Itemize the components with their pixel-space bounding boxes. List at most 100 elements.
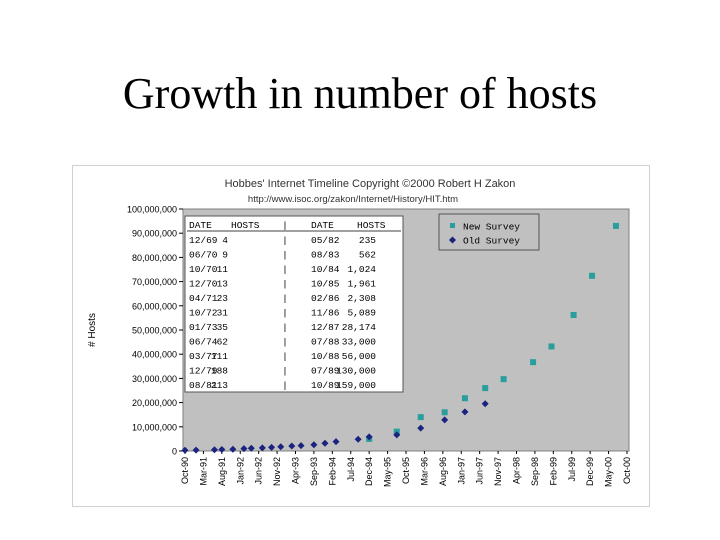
point-new-survey [417, 414, 424, 421]
inset-table-cell: 130,000 [336, 366, 376, 377]
y-tick-label: 10,000,000 [132, 422, 177, 432]
x-tick-label: Jul-94 [346, 457, 356, 482]
y-tick-label: 50,000,000 [132, 326, 177, 336]
inset-table-cell: | [282, 264, 288, 275]
inset-table-cell: 213 [211, 380, 228, 391]
point-old-survey [481, 400, 489, 408]
inset-table-cell: 31 [217, 308, 229, 319]
chart-subtitle: http://www.isoc.org/zakon/Internet/Histo… [248, 194, 458, 205]
inset-table-cell: | [282, 250, 288, 261]
point-new-survey [441, 409, 448, 416]
point-old-survey [210, 446, 218, 454]
inset-table-cell: 11/86 [311, 308, 340, 319]
point-old-survey [247, 444, 255, 452]
inset-table-cell: 10/85 [311, 279, 340, 290]
inset-table-cell: 08/83 [311, 250, 340, 261]
point-old-survey [354, 435, 362, 443]
point-old-survey [365, 433, 373, 441]
point-new-survey [612, 222, 619, 229]
inset-table-cell: 05/82 [311, 235, 340, 246]
x-tick-label: Dec-99 [585, 457, 595, 486]
inset-table-cell: 1,024 [347, 264, 376, 275]
inset-table-cell: 5,089 [347, 308, 376, 319]
inset-table-cell: 1,961 [347, 279, 376, 290]
x-tick-label: Jul-99 [567, 457, 577, 482]
inset-table-cell: 08/81 [189, 380, 218, 391]
inset-table-cell: 12/87 [311, 322, 340, 333]
point-new-survey [500, 376, 507, 383]
point-old-survey [229, 445, 237, 453]
inset-table-cell: | [282, 235, 288, 246]
inset-table-cell: 111 [211, 351, 228, 362]
y-axis: 0 10,000,000 20,000,000 30,000,000 40,000,00… [127, 205, 183, 457]
y-tick-label: 20,000,000 [132, 398, 177, 408]
point-old-survey [288, 442, 296, 450]
x-tick-label: Nov-92 [272, 457, 282, 486]
inset-table-cell: 10/84 [311, 264, 340, 275]
point-new-survey [589, 272, 596, 279]
inset-table-cell: 12/79 [189, 366, 218, 377]
inset-table-cell: | [282, 308, 288, 319]
inset-table-cell: | [282, 337, 288, 348]
inset-table-cell: 159,000 [336, 380, 376, 391]
inset-table-cell: 07/88 [311, 337, 340, 348]
y-tick-label: 90,000,000 [132, 229, 177, 239]
x-tick-label: May-95 [383, 457, 393, 487]
y-tick-label: 70,000,000 [132, 277, 177, 287]
x-tick-label: Feb-99 [548, 457, 558, 486]
inset-table-cell: | [282, 366, 288, 377]
inset-table-cell: 12/70 [189, 279, 218, 290]
x-tick-label: Sep-93 [309, 457, 319, 486]
x-tick-label: Mar-96 [419, 457, 429, 486]
point-old-survey [240, 445, 248, 453]
point-old-survey [181, 446, 189, 454]
y-tick-label: 80,000,000 [132, 253, 177, 263]
x-tick-label: Mar-91 [198, 457, 208, 486]
inset-table-header: DATE [311, 220, 334, 231]
inset-table-cell: 35 [217, 322, 229, 333]
point-new-survey [570, 311, 577, 318]
inset-table-cell: 235 [359, 235, 376, 246]
point-old-survey [277, 443, 285, 451]
y-tick-label: 40,000,000 [132, 350, 177, 360]
inset-table-cell: 562 [359, 250, 376, 261]
legend: New Survey Old Survey [438, 213, 540, 251]
inset-table-cell: 11 [217, 264, 229, 275]
slide-title: Growth in number of hosts [122, 69, 598, 118]
inset-table-cell: 62 [217, 337, 229, 348]
inset-table-cell: | [282, 351, 288, 362]
y-tick-label: 100,000,000 [127, 205, 177, 215]
inset-table-cell: | [282, 322, 288, 333]
inset-table-cell: 04/71 [189, 293, 218, 304]
legend-marker-new-survey [450, 223, 455, 228]
x-tick-label: Sep-98 [530, 457, 540, 486]
x-tick-label: Jun-92 [254, 457, 264, 485]
point-old-survey [192, 446, 200, 454]
inset-table-cell: 10/72 [189, 308, 218, 319]
x-axis: Oct-90 Mar-91 Aug-91 Jan-92 Jun-92 Nov-92 Apr-… [180, 451, 632, 487]
point-new-survey [530, 359, 537, 366]
point-old-survey [461, 408, 469, 416]
inset-table-cell: 06/70 [189, 250, 218, 261]
x-tick-label: Jan-92 [235, 457, 245, 485]
point-old-survey [441, 416, 449, 424]
inset-table-cell: 9 [222, 250, 228, 261]
point-old-survey [297, 442, 305, 450]
point-old-survey [417, 424, 425, 432]
point-old-survey [321, 439, 329, 447]
point-new-survey [548, 343, 555, 350]
y-tick-label: 60,000,000 [132, 301, 177, 311]
x-tick-label: Aug-96 [438, 457, 448, 486]
inset-table-cell: | [282, 380, 288, 391]
inset-table-cell: 56,000 [342, 351, 377, 362]
legend-marker-old-survey [449, 236, 456, 244]
inset-table-cell: 10/89 [311, 380, 340, 391]
point-old-survey [310, 441, 318, 449]
inset-table-cell: 12/69 [189, 235, 218, 246]
x-tick-label: Oct-95 [401, 457, 411, 484]
y-tick-label: 30,000,000 [132, 374, 177, 384]
inset-table-cell: 06/74 [189, 337, 218, 348]
x-tick-label: May-00 [604, 457, 614, 487]
inset-table-cell: 01/73 [189, 322, 218, 333]
inset-table-cell: 2,308 [347, 293, 376, 304]
